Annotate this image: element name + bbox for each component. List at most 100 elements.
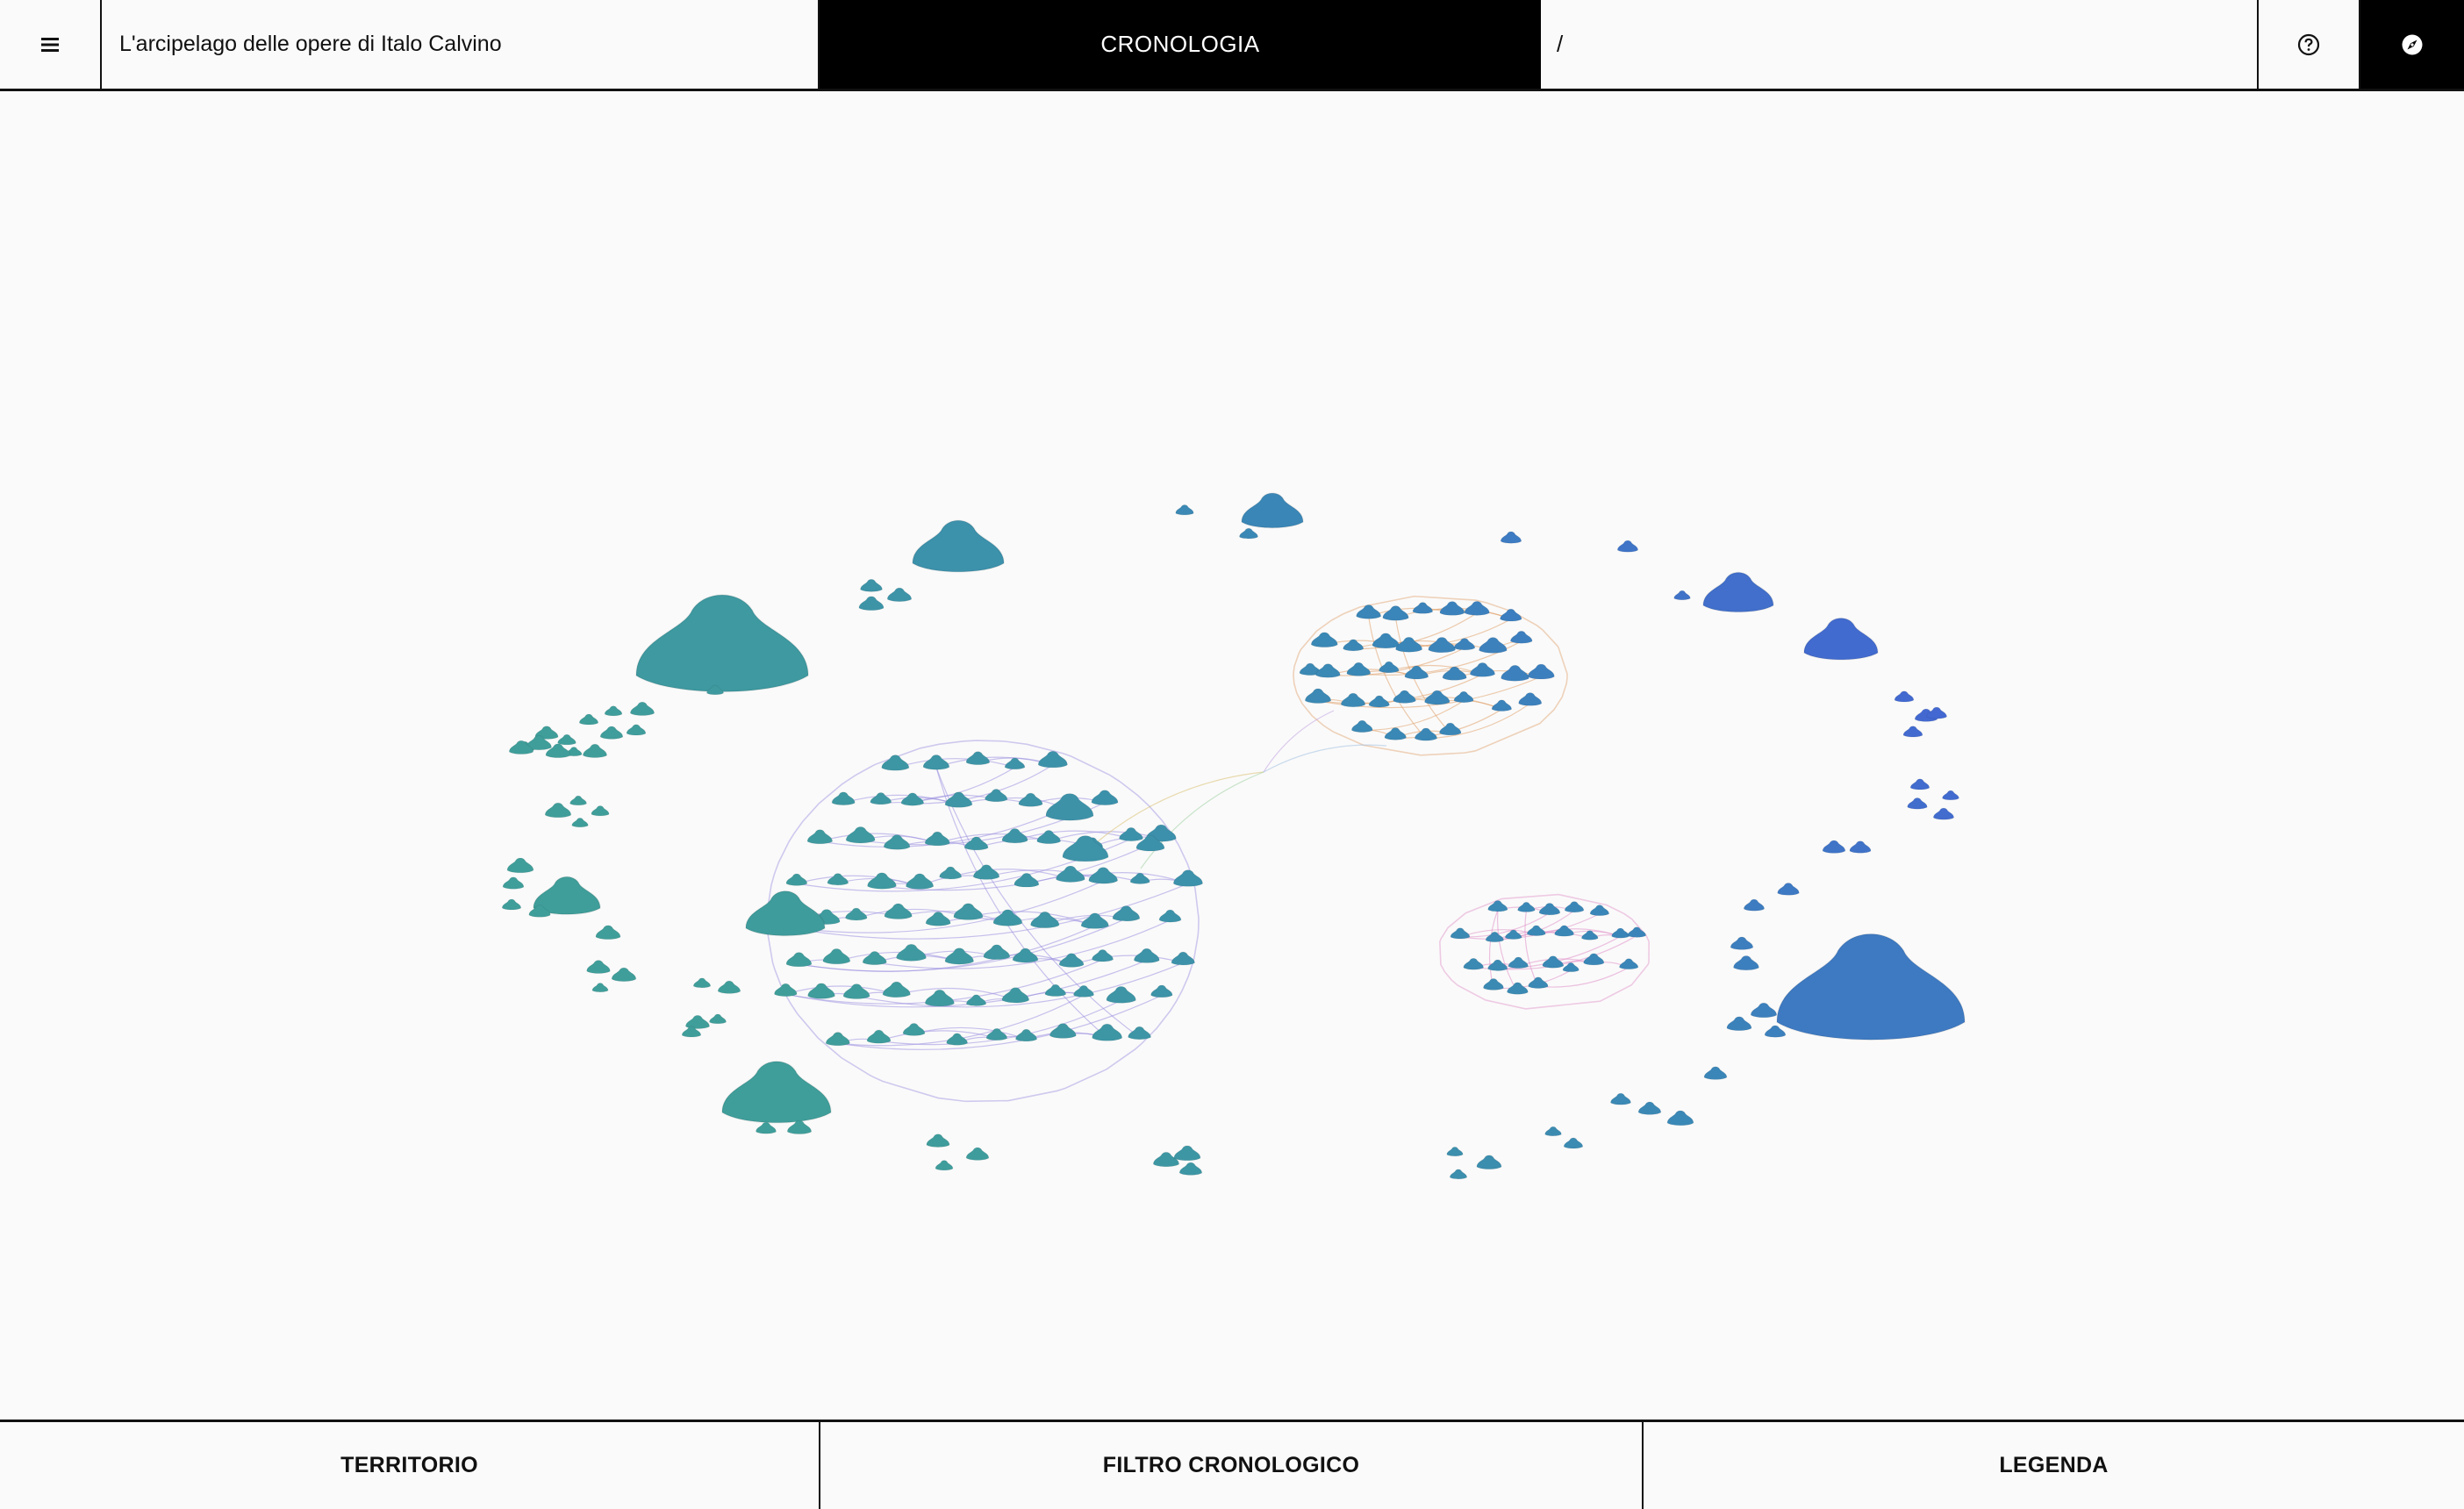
island-marker[interactable] [1382,605,1409,621]
island-marker[interactable] [1470,662,1495,677]
island-marker[interactable] [1610,1092,1631,1105]
island-marker[interactable] [1487,959,1508,971]
island-marker[interactable] [926,1134,950,1148]
island-marker[interactable] [935,1160,954,1171]
island-marker[interactable] [867,872,897,890]
island-marker[interactable] [578,713,599,726]
island-marker[interactable] [1091,790,1119,806]
archipelago-map[interactable] [0,91,2464,1421]
island-marker[interactable] [1449,1169,1468,1180]
island-marker[interactable] [985,1028,1008,1041]
island-marker[interactable] [545,743,571,759]
island-marker[interactable] [1351,719,1373,733]
island-marker[interactable] [1517,902,1536,912]
island-marker[interactable] [900,792,925,806]
island-marker[interactable] [1518,692,1543,706]
island-marker[interactable] [1703,1066,1728,1080]
island-marker[interactable] [902,1023,926,1036]
island-marker[interactable] [717,980,741,994]
island-marker[interactable] [1507,982,1529,995]
island-marker[interactable] [882,981,911,998]
island-marker[interactable] [508,740,534,754]
island-marker[interactable] [881,754,910,771]
island-marker[interactable] [1909,778,1930,790]
island-marker[interactable] [806,829,833,845]
island-marker[interactable] [1933,807,1954,820]
island-marker[interactable] [906,873,935,890]
island-marker[interactable] [630,701,655,716]
island-marker[interactable] [1500,608,1522,622]
island-marker[interactable] [1080,912,1109,929]
island-marker[interactable] [1544,1126,1562,1137]
tab-legenda[interactable]: LEGENDA [1999,1453,2109,1477]
island-marker[interactable] [965,751,991,766]
island-marker[interactable] [1119,827,1143,841]
island-marker[interactable] [1404,665,1429,680]
island-marker[interactable] [786,1119,813,1134]
island-marker[interactable] [692,977,712,989]
island-marker[interactable] [822,948,851,965]
island-marker[interactable] [544,802,572,819]
compass-button[interactable] [2360,0,2464,89]
island-marker[interactable] [1442,666,1467,681]
island-marker[interactable] [1483,978,1504,991]
island-marker[interactable] [1702,571,1774,613]
island-marker[interactable] [1395,636,1422,653]
island-marker[interactable] [1049,1023,1077,1039]
island-marker[interactable] [1173,1145,1201,1162]
island-marker[interactable] [1907,797,1928,810]
island-marker[interactable] [883,834,911,850]
island-marker[interactable] [1637,1101,1662,1115]
island-marker[interactable] [604,705,623,717]
island-marker[interactable] [502,876,525,890]
island-marker[interactable] [1926,706,1947,719]
menu-button[interactable] [0,0,102,89]
island-marker[interactable] [1538,903,1561,916]
island-marker[interactable] [1128,1026,1151,1041]
island-marker[interactable] [595,925,621,940]
island-marker[interactable] [1178,1162,1203,1176]
island-marker[interactable] [1849,840,1872,854]
island-marker[interactable] [1750,1002,1778,1019]
island-marker[interactable] [944,948,974,965]
island-marker[interactable] [1346,662,1372,676]
island-marker[interactable] [1062,835,1109,862]
island-marker[interactable] [745,890,826,937]
island-marker[interactable] [870,792,892,805]
island-marker[interactable] [685,1014,710,1029]
island-marker[interactable] [1015,1028,1038,1042]
island-marker[interactable] [985,789,1008,803]
island-marker[interactable] [1508,956,1529,969]
island-marker[interactable] [1744,898,1765,912]
island-marker[interactable] [1776,933,1966,1041]
island-marker[interactable] [1527,663,1555,680]
island-marker[interactable] [557,733,577,746]
island-marker[interactable] [1464,601,1490,616]
island-marker[interactable] [1343,639,1365,652]
island-marker[interactable] [1491,699,1512,712]
island-marker[interactable] [1500,531,1522,544]
island-marker[interactable] [706,684,724,696]
island-marker[interactable] [845,907,868,921]
island-marker[interactable] [591,805,610,817]
island-marker[interactable] [866,1029,892,1044]
island-marker[interactable] [626,724,647,736]
island-marker[interactable] [1504,929,1522,940]
island-marker[interactable] [1030,912,1060,929]
island-marker[interactable] [1056,865,1085,883]
island-marker[interactable] [709,1013,727,1025]
island-marker[interactable] [1014,872,1040,888]
island-marker[interactable] [992,909,1023,926]
island-marker[interactable] [1619,958,1639,970]
island-marker[interactable] [983,944,1011,961]
app-title[interactable]: L'arcipelago delle opere di Italo Calvin… [102,0,820,89]
island-marker[interactable] [886,587,913,602]
island-marker[interactable] [965,994,987,1006]
island-marker[interactable] [774,983,798,997]
island-marker[interactable] [1564,901,1585,913]
island-marker[interactable] [1044,983,1067,997]
island-marker[interactable] [1299,662,1322,676]
island-marker[interactable] [1563,1137,1584,1149]
island-marker[interactable] [1073,984,1094,998]
island-marker[interactable] [831,791,856,805]
